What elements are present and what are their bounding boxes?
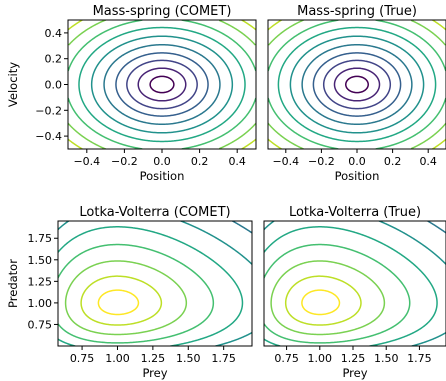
x-axis-label: Position — [140, 169, 185, 183]
contour-line — [78, 26, 246, 143]
contour-line — [301, 43, 413, 126]
contour-line — [68, 20, 256, 149]
contour-line — [149, 75, 175, 94]
contour-line — [333, 67, 381, 102]
contour-line — [103, 43, 221, 126]
y-tick-label: −0.4 — [35, 130, 62, 143]
contour-line — [126, 59, 198, 110]
contour-line — [270, 260, 386, 336]
contour-line — [115, 52, 209, 117]
chart-panel-4: 0.75 1.00 1.25 1.50 1.75 Lotka-Volterra (True… — [263, 205, 446, 380]
contour-line — [268, 20, 446, 149]
contour-line — [322, 59, 392, 110]
contour-line — [264, 221, 446, 346]
axes-frame — [267, 19, 446, 150]
contour-line — [312, 52, 402, 117]
contour-line — [90, 35, 234, 134]
y-axis-label: Predator — [6, 259, 20, 308]
x-tick-label: −0.4 — [272, 155, 299, 168]
y-tick-label: 0.4 — [45, 27, 63, 40]
x-tick-label: 0.2 — [191, 155, 209, 168]
chart-title: Lotka-Volterra (True) — [289, 205, 421, 220]
contour-line — [231, 221, 252, 234]
x-tick-label: 0.4 — [228, 155, 246, 168]
x-tick-label: −0.2 — [308, 155, 335, 168]
x-tick-label: 0.0 — [153, 155, 171, 168]
chart-panel-3: 0.75 1.00 1.25 1.50 1.75 1.75 1.50 1.25 1.00 0.75… — [6, 205, 253, 380]
contour-line — [97, 289, 140, 316]
y-axis-label: Velocity — [6, 62, 20, 107]
contour-line — [264, 243, 411, 344]
chart-panel-2: −0.4 −0.2 0.0 0.2 0.4 Mass-spring (True) Posit… — [267, 4, 446, 183]
y-tick-label: 0.2 — [45, 53, 63, 66]
contour-line — [301, 289, 341, 316]
y-tick-label: 0.0 — [45, 79, 63, 92]
chart-panel-1: −0.4 −0.2 0.0 0.2 0.4 0.4 0.2 0.0 −0.2 −0.4 Mass-s… — [6, 4, 257, 183]
axes-frame — [67, 19, 257, 150]
x-tick-label: 1.25 — [341, 352, 366, 365]
contour-line — [345, 75, 369, 94]
x-tick-label: 0.0 — [348, 155, 366, 168]
x-tick-label: 1.00 — [105, 352, 130, 365]
x-tick-label: 1.25 — [141, 352, 166, 365]
axes-frame — [263, 220, 446, 347]
x-tick-label: 1.50 — [176, 352, 201, 365]
y-tick-label: 1.00 — [28, 297, 53, 310]
contour-line — [68, 20, 256, 149]
contour-line — [284, 275, 362, 326]
x-tick-label: 0.75 — [70, 352, 95, 365]
contour-line — [277, 26, 437, 143]
contour-line — [268, 20, 446, 149]
x-tick-label: 1.75 — [211, 352, 236, 365]
contour-line — [58, 243, 215, 344]
x-axis-label: Position — [335, 169, 380, 183]
x-tick-label: 0.4 — [419, 155, 437, 168]
y-tick-label: 1.75 — [28, 232, 53, 245]
contour-line — [137, 67, 187, 102]
axes-frame — [57, 220, 253, 347]
chart-title: Mass-spring (True) — [297, 4, 417, 19]
x-axis-label: Prey — [342, 366, 367, 380]
contour-line — [68, 20, 256, 149]
y-tick-label: −0.2 — [35, 104, 62, 117]
y-tick-label: 0.75 — [28, 318, 53, 331]
contour-line — [64, 260, 188, 336]
chart-title: Lotka-Volterra (COMET) — [79, 205, 230, 220]
contour-line — [58, 221, 252, 346]
contour-line — [289, 35, 425, 134]
x-tick-label: 1.50 — [374, 352, 399, 365]
x-tick-label: 0.2 — [384, 155, 402, 168]
y-tick-label: 1.50 — [28, 254, 53, 267]
contour-line — [426, 221, 446, 234]
y-tick-label: 1.25 — [28, 275, 53, 288]
x-tick-label: 1.75 — [407, 352, 432, 365]
x-tick-label: −0.2 — [111, 155, 138, 168]
chart-title: Mass-spring (COMET) — [93, 4, 232, 19]
x-axis-label: Prey — [142, 366, 167, 380]
contour-line — [80, 275, 163, 326]
contour-line — [268, 20, 446, 149]
x-tick-label: 0.75 — [274, 352, 299, 365]
x-tick-label: −0.4 — [73, 155, 100, 168]
x-tick-label: 1.00 — [308, 352, 333, 365]
